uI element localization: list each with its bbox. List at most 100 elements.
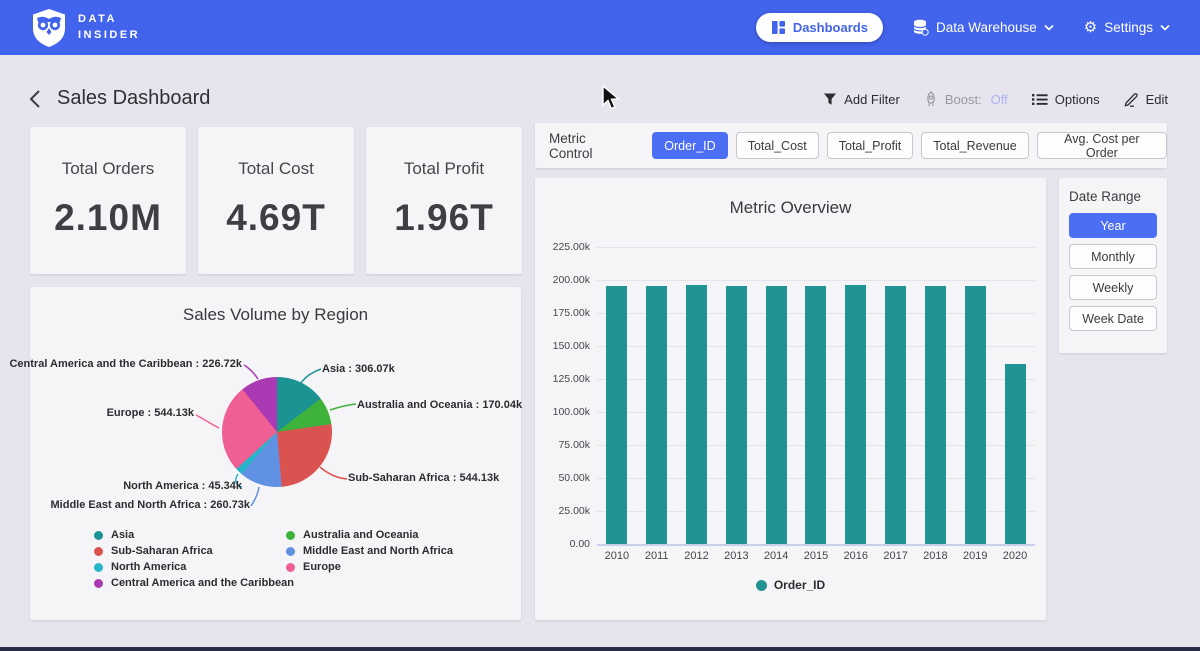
kpi-value: 2.10M [54,197,162,238]
bar-2010 [606,285,628,544]
legend-label: Asia [111,529,135,541]
pie-chart-panel: Sales Volume by Region Asia : 306.07k Au… [9,287,522,620]
legend-label: Middle East and North Africa [303,545,453,557]
legend-item-asia[interactable]: Asia [94,527,294,543]
options-button[interactable]: Options [1031,91,1100,107]
y-axis-tick-label: 75.00k [558,439,590,451]
legend-dot [94,530,103,540]
bar-chart-title: Metric Overview [729,198,852,217]
nav-dashboards-label: Dashboards [792,20,868,35]
x-axis-tick-label: 2017 [883,550,908,562]
pie-slice-label-europe: Europe : 544.13k [106,407,194,419]
gridline [597,544,1035,546]
bar-2020 [1004,363,1026,544]
pie-chart-title: Sales Volume by Region [182,305,369,324]
legend-dot [94,562,103,572]
x-axis-tick-label: 2019 [962,550,988,562]
back-button[interactable] [28,88,46,110]
metric-button-order-id[interactable]: Order_ID [652,132,728,159]
add-filter-label: Add Filter [844,91,900,107]
nav-data-warehouse-menu[interactable]: Data Warehouse [913,19,1054,36]
edit-button[interactable]: Edit [1124,92,1168,107]
legend-item-sub-saharan-africa[interactable]: Sub-Saharan Africa [94,543,294,559]
bar-chart-legend[interactable]: Order_ID [535,578,1046,592]
page-header: Sales Dashboard Add Filter Boost: Off [0,55,1200,121]
legend-item-europe[interactable]: Europe [286,559,453,575]
x-axis-tick-label: 2015 [803,550,829,562]
bar-2012 [686,284,708,544]
legend-dot [755,579,767,591]
pencil-edit-icon [1124,92,1138,107]
owl-shield-logo-icon [33,8,65,47]
pie-slice-label-asia: Asia : 306.07k [322,363,395,375]
legend-item-north-america[interactable]: North America [94,559,294,575]
gridline [597,247,1035,248]
metric-button-avg-cost-per-order[interactable]: Avg. Cost per Order [1036,132,1167,160]
bar-chart-plot-area [597,247,1035,544]
date-range-button-year[interactable]: Year [1069,213,1157,238]
kpi-card-total-cost: Total Cost 4.69T [198,127,354,274]
metric-button-total-revenue[interactable]: Total_Revenue [921,132,1029,159]
filter-funnel-icon [824,93,837,105]
options-label: Options [1054,91,1100,107]
brand-line2: INSIDER [78,28,141,41]
add-filter-button[interactable]: Add Filter [823,92,900,107]
metric-button-total-cost[interactable]: Total_Cost [735,132,819,159]
legend-label: Sub-Saharan Africa [111,545,213,557]
legend-label: Central America and the Caribbean [111,577,294,589]
metric-button-total-profit[interactable]: Total_Profit [826,132,914,159]
bar-2015 [805,286,827,544]
legend-dot [286,530,295,540]
date-range-button-monthly[interactable]: Monthly [1069,244,1157,269]
bar-2013 [725,286,747,544]
pie-slice-label-north-america: North America : 45.34k [123,480,242,492]
date-range-panel: Date Range Year Monthly Weekly Week Date [1059,178,1167,353]
date-range-label: Date Range [1069,189,1142,204]
date-range-button-week-date[interactable]: Week Date [1069,306,1157,331]
brand-logo[interactable]: DATA INSIDER [30,8,140,48]
bar-2016 [845,284,867,544]
x-axis-tick-label: 2013 [724,550,749,562]
y-axis-tick-label: 125.00k [552,373,590,385]
metric-control-label: Metric Control [549,130,593,161]
nav-settings-menu[interactable]: ⚙ Settings [1084,20,1170,35]
legend-item-australia-and-oceania[interactable]: Australia and Oceania [286,527,453,543]
y-axis-tick-label: 175.00k [552,307,590,319]
boost-toggle[interactable]: Boost: Off [924,91,1008,107]
nav-dashboards-button[interactable]: Dashboards [755,13,883,42]
gear-icon: ⚙ [1083,19,1098,36]
list-options-icon [1031,93,1048,105]
bar-2014 [765,285,787,544]
x-axis-tick-label: 2014 [763,550,789,562]
chevron-left-icon [29,90,40,108]
database-icon [913,19,929,36]
legend-dot [94,546,103,556]
legend-dot [286,562,295,572]
y-axis-tick-label: 50.00k [558,472,590,484]
legend-item-central-america-and-the-caribbean[interactable]: Central America and the Caribbean [94,575,294,591]
y-axis-tick-label: 100.00k [552,406,590,418]
nav-settings-label: Settings [1104,20,1153,35]
nav-data-warehouse-label: Data Warehouse [935,20,1037,35]
bar-2017 [885,286,907,544]
y-axis-tick-label: 200.00k [552,274,590,286]
x-axis-tick-label: 2020 [1002,550,1028,562]
bar-2018 [924,286,946,544]
legend-label: Australia and Oceania [303,529,419,541]
legend-dot [94,578,103,588]
y-axis-tick-label: 0.00 [569,538,590,550]
bar-2011 [646,286,668,544]
pie-chart[interactable] [222,377,332,487]
x-axis-tick-label: 2012 [684,550,709,562]
legend-label: Europe [303,561,341,573]
rocket-icon [927,91,935,107]
top-navbar: DATA INSIDER Dashboards [0,0,1200,55]
edit-label: Edit [1145,91,1168,107]
legend-label: North America [111,561,187,573]
brand-line1: DATA [78,12,117,25]
date-range-button-weekly[interactable]: Weekly [1069,275,1157,300]
pie-slice-label-central-america-caribbean: Central America and the Caribbean : 226.… [9,358,242,370]
pie-slice-label-sub-saharan-africa: Sub-Saharan Africa : 544.13k [348,472,500,484]
bottom-bar [0,647,1200,651]
legend-item-middle-east-and-north-africa[interactable]: Middle East and North Africa [286,543,453,559]
